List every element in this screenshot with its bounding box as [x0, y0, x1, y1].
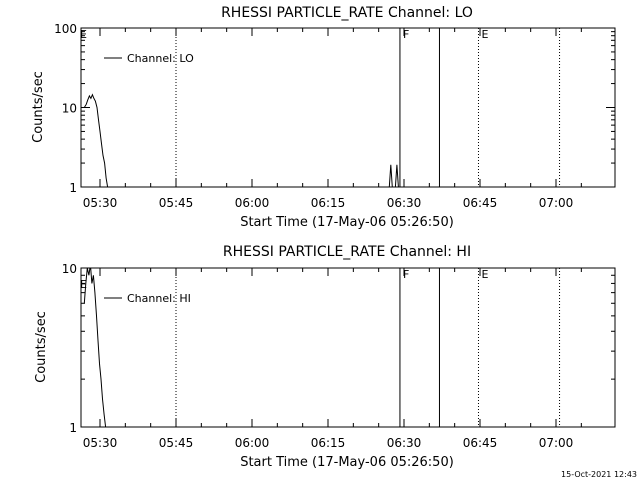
- y-axis-label: Counts/sec: [34, 311, 49, 383]
- series-line: [83, 93, 109, 187]
- x-tick-label: 06:45: [463, 436, 498, 450]
- event-label: E: [481, 268, 488, 281]
- x-axis-label: Start Time (17-May-06 05:26:50): [240, 455, 454, 470]
- chart-title: RHESSI PARTICLE_RATE Channel: LO: [221, 5, 473, 21]
- corner-marker-label: E: [80, 28, 87, 41]
- plot-frame: [80, 267, 616, 428]
- x-tick-label: 06:00: [235, 196, 270, 210]
- panel-lo: RHESSI PARTICLE_RATE Channel: LO Counts/…: [31, 5, 616, 230]
- x-tick-label: 06:00: [235, 436, 270, 450]
- x-tick-label: 05:45: [159, 436, 194, 450]
- legend-label: Channel: HI: [127, 292, 191, 305]
- x-tick-label: 06:15: [311, 436, 346, 450]
- x-tick-label: 05:45: [159, 196, 194, 210]
- x-tick-label: 07:00: [539, 436, 574, 450]
- x-tick-label: 06:30: [387, 196, 422, 210]
- y-axis-label: Counts/sec: [31, 71, 46, 143]
- x-tick-label: 07:00: [539, 196, 574, 210]
- series-line: [83, 268, 107, 427]
- panel-hi: RHESSI PARTICLE_RATE Channel: HI Counts/…: [34, 244, 616, 470]
- x-axis-label: Start Time (17-May-06 05:26:50): [240, 215, 454, 230]
- y-tick-label: 1: [69, 181, 77, 195]
- y-tick-label: 100: [54, 22, 77, 36]
- x-tick-label: 06:15: [311, 196, 346, 210]
- event-label: E: [481, 28, 488, 41]
- footer-timestamp: 15-Oct-2021 12:43: [561, 470, 637, 479]
- x-tick-label: 06:30: [387, 436, 422, 450]
- event-label: F: [403, 268, 409, 281]
- event-label: F: [403, 28, 409, 41]
- y-tick-label: 10: [62, 262, 77, 276]
- chart-title: RHESSI PARTICLE_RATE Channel: HI: [223, 244, 471, 260]
- series-line: [388, 164, 399, 187]
- x-tick-label: 06:45: [463, 196, 498, 210]
- corner-marker-label: E: [80, 278, 87, 291]
- legend-label: Channel: LO: [127, 52, 194, 65]
- x-tick-label: 05:30: [83, 196, 118, 210]
- x-tick-label: 05:30: [83, 436, 118, 450]
- y-tick-label: 1: [69, 421, 77, 435]
- y-tick-label: 10: [62, 102, 77, 116]
